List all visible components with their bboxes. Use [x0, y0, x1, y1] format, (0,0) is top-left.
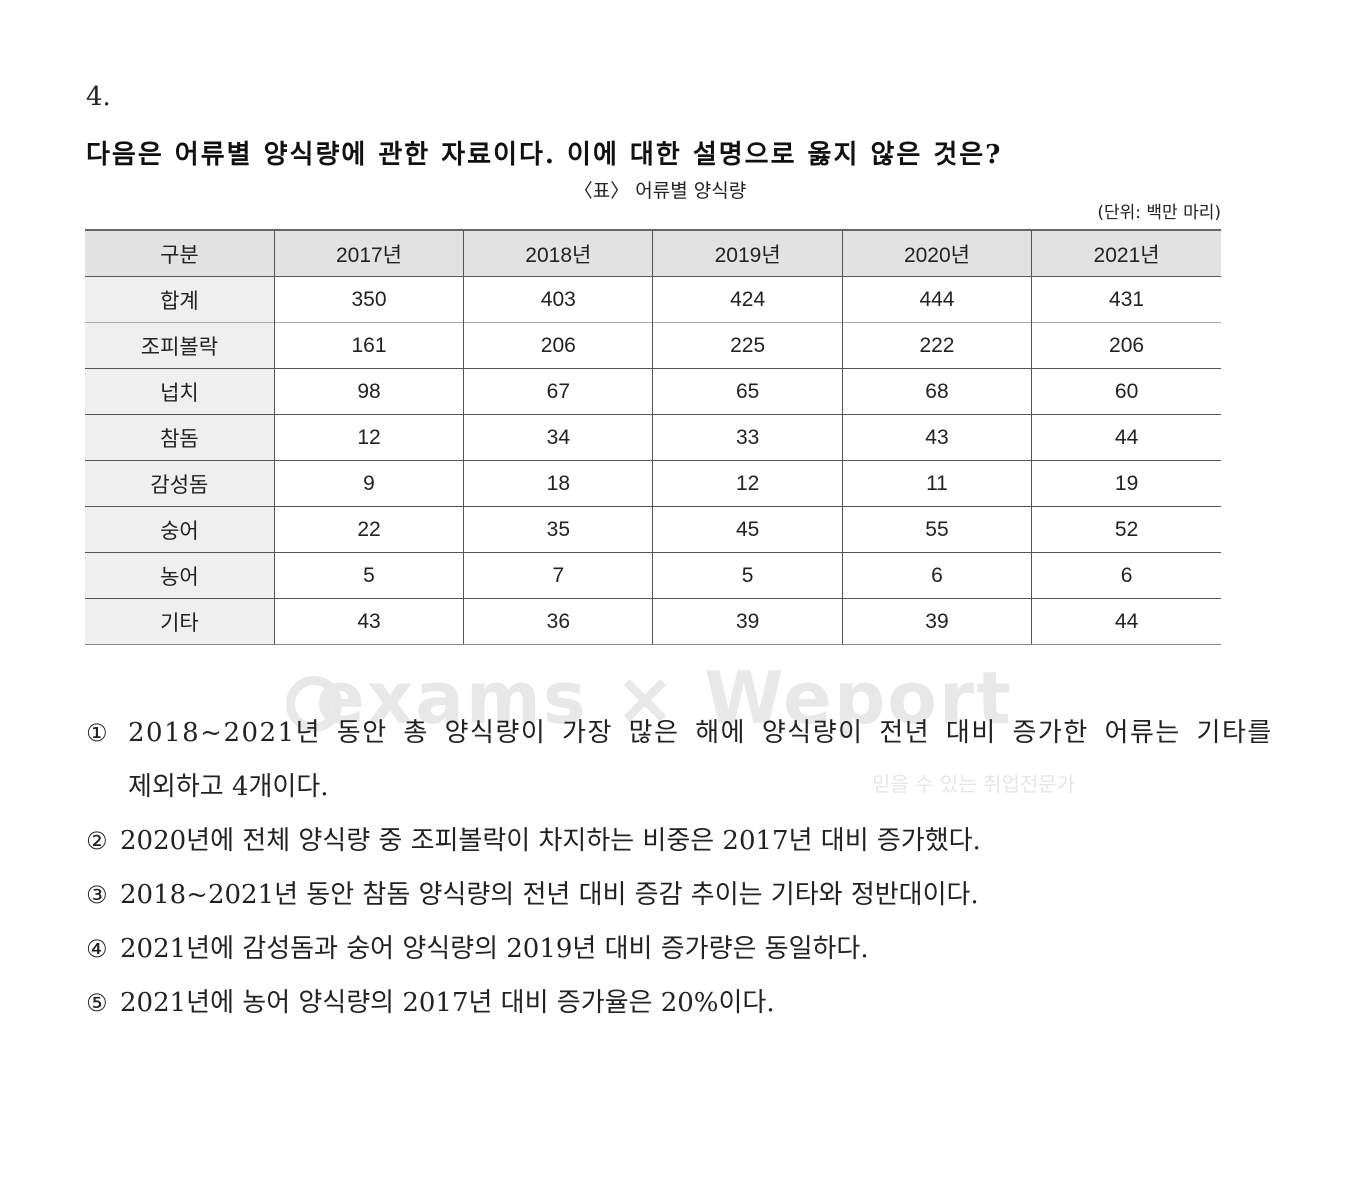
row-label: 조피볼락 [85, 322, 275, 369]
option-2-mark: ② [86, 827, 108, 855]
header-category: 구분 [85, 229, 275, 277]
table-row: 합계 350 403 424 444 431 [85, 276, 1221, 323]
table-cell: 44 [1031, 414, 1221, 461]
table-cell: 6 [841, 552, 1032, 599]
header-2019: 2019년 [652, 229, 843, 277]
option-2-text: 2020년에 전체 양식량 중 조피볼락이 차지하는 비중은 2017년 대비 … [120, 826, 981, 856]
table-row: 숭어 22 35 45 55 52 [85, 506, 1221, 553]
table-unit: (단위: 백만 마리) [1097, 203, 1221, 223]
table-cell: 206 [463, 322, 653, 369]
table-cell: 45 [652, 506, 843, 553]
option-3[interactable]: ③ 2018~2021년 동안 참돔 양식량의 전년 대비 증감 추이는 기타와 … [86, 868, 1266, 922]
option-3-mark: ③ [86, 881, 108, 909]
table-cell: 444 [841, 276, 1032, 323]
table-cell: 431 [1031, 276, 1221, 323]
option-1-mark: ① [86, 719, 110, 747]
question-stem: 다음은 어류별 양식량에 관한 자료이다. 이에 대한 설명으로 옳지 않은 것… [86, 140, 1003, 170]
table-cell: 67 [463, 368, 653, 415]
table-header-row: 구분 2017년 2018년 2019년 2020년 2021년 [85, 229, 1221, 277]
option-1-text: 2018~2021년 동안 총 양식량이 가장 많은 해에 양식량이 전년 대비… [128, 718, 1273, 748]
table-cell: 19 [1031, 460, 1221, 507]
header-2017: 2017년 [273, 229, 464, 277]
table-cell: 35 [463, 506, 653, 553]
answer-options: ① 2018~2021년 동안 총 양식량이 가장 많은 해에 양식량이 전년 대… [86, 706, 1271, 1030]
table-row: 감성돔 9 18 12 11 19 [85, 460, 1221, 507]
option-5[interactable]: ⑤ 2021년에 농어 양식량의 2017년 대비 증가율은 20%이다. [86, 976, 1266, 1030]
table-cell: 18 [463, 460, 653, 507]
table-cell: 98 [273, 368, 464, 415]
option-4[interactable]: ④ 2021년에 감성돔과 숭어 양식량의 2019년 대비 증가량은 동일하다. [86, 922, 1266, 976]
table-cell: 424 [652, 276, 843, 323]
table-row: 기타 43 36 39 39 44 [85, 598, 1221, 645]
table-cell: 225 [652, 322, 843, 369]
table-cell: 43 [273, 598, 464, 645]
table-row: 조피볼락 161 206 225 222 206 [85, 322, 1221, 369]
option-5-text: 2021년에 농어 양식량의 2017년 대비 증가율은 20%이다. [120, 988, 775, 1018]
table-cell: 65 [652, 368, 843, 415]
row-label: 넙치 [85, 368, 275, 415]
option-5-mark: ⑤ [86, 989, 108, 1017]
option-3-text: 2018~2021년 동안 참돔 양식량의 전년 대비 증감 추이는 기타와 정… [120, 880, 979, 910]
table-cell: 33 [652, 414, 843, 461]
table-cell: 6 [1031, 552, 1221, 599]
table-row: 농어 5 7 5 6 6 [85, 552, 1221, 599]
table-cell: 222 [841, 322, 1032, 369]
table-cell: 43 [841, 414, 1032, 461]
table-cell: 9 [273, 460, 464, 507]
option-4-mark: ④ [86, 935, 108, 963]
header-2020: 2020년 [841, 229, 1032, 277]
table-cell: 36 [463, 598, 653, 645]
table-cell: 206 [1031, 322, 1221, 369]
table-cell: 52 [1031, 506, 1221, 553]
row-label: 숭어 [85, 506, 275, 553]
row-label: 농어 [85, 552, 275, 599]
option-4-text: 2021년에 감성돔과 숭어 양식량의 2019년 대비 증가량은 동일하다. [120, 934, 869, 964]
table-cell: 68 [841, 368, 1032, 415]
table-row: 참돔 12 34 33 43 44 [85, 414, 1221, 461]
table-cell: 22 [273, 506, 464, 553]
option-1-line2: 제외하고 4개이다. [128, 772, 329, 802]
aquaculture-table: 구분 2017년 2018년 2019년 2020년 2021년 합계 350 … [85, 229, 1221, 645]
table-cell: 5 [273, 552, 464, 599]
table-cell: 403 [463, 276, 653, 323]
table-caption: 〈표〉 어류별 양식량 [573, 180, 747, 202]
row-label: 기타 [85, 598, 275, 645]
table-cell: 11 [841, 460, 1032, 507]
table-cell: 39 [841, 598, 1032, 645]
table-cell: 161 [273, 322, 464, 369]
table-cell: 350 [273, 276, 464, 323]
table-cell: 7 [463, 552, 653, 599]
header-2021: 2021년 [1031, 229, 1221, 277]
table-row: 넙치 98 67 65 68 60 [85, 368, 1221, 415]
row-label: 참돔 [85, 414, 275, 461]
table-cell: 39 [652, 598, 843, 645]
table-cell: 55 [841, 506, 1032, 553]
question-number: 4. [86, 82, 111, 112]
table-cell: 12 [652, 460, 843, 507]
option-1[interactable]: ① 2018~2021년 동안 총 양식량이 가장 많은 해에 양식량이 전년 대… [86, 706, 1271, 814]
table-cell: 34 [463, 414, 653, 461]
table-cell: 5 [652, 552, 843, 599]
table-cell: 12 [273, 414, 464, 461]
option-2[interactable]: ② 2020년에 전체 양식량 중 조피볼락이 차지하는 비중은 2017년 대비… [86, 814, 1266, 868]
header-2018: 2018년 [463, 229, 653, 277]
table-cell: 60 [1031, 368, 1221, 415]
table-cell: 44 [1031, 598, 1221, 645]
row-label: 합계 [85, 276, 275, 323]
row-label: 감성돔 [85, 460, 275, 507]
option-1-line1: ① 2018~2021년 동안 총 양식량이 가장 많은 해에 양식량이 전년 대… [86, 706, 1271, 760]
